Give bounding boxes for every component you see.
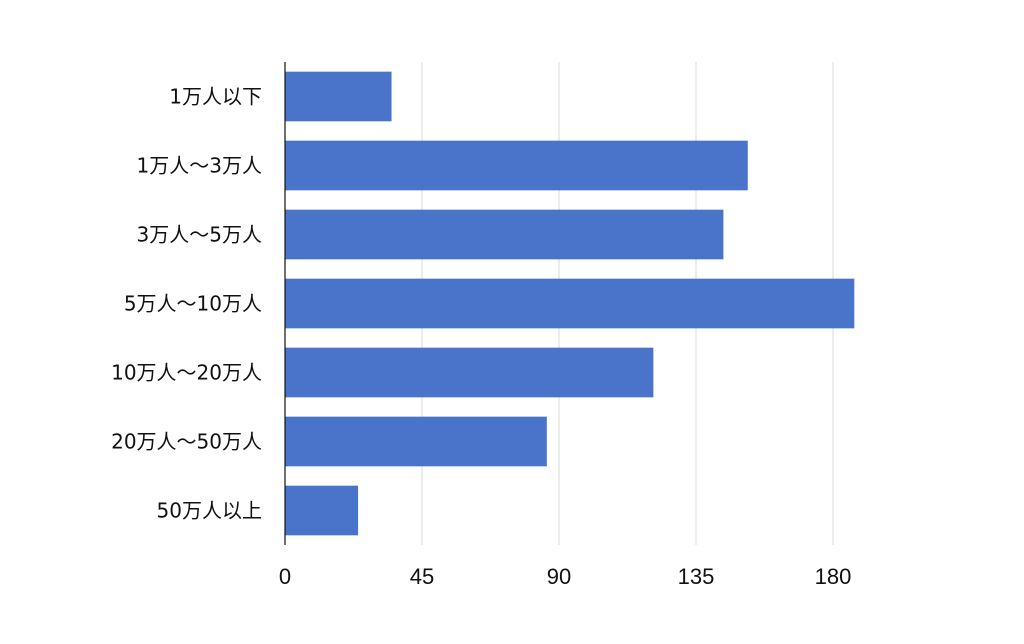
bar (285, 416, 547, 467)
category-label: 3万人～5万人 (137, 223, 262, 247)
bar (285, 278, 855, 329)
x-tick-label: 45 (410, 564, 434, 589)
x-tick-label: 135 (678, 564, 715, 589)
category-label: 5万人～10万人 (124, 292, 262, 316)
category-label: 1万人～3万人 (137, 154, 262, 178)
x-tick-labels: 0 45 90 135 180 (279, 564, 851, 589)
x-tick-label: 180 (815, 564, 852, 589)
x-tick-label: 0 (279, 564, 291, 589)
category-label: 1万人以下 (169, 85, 262, 109)
bar (285, 485, 359, 536)
bar (285, 209, 724, 260)
x-tick-label: 90 (547, 564, 571, 589)
bar (285, 140, 748, 191)
category-label: 50万人以上 (157, 499, 262, 523)
bars (285, 71, 855, 536)
bar (285, 71, 392, 122)
category-label: 20万人～50万人 (111, 430, 262, 454)
category-labels: 1万人以下 1万人～3万人 3万人～5万人 5万人～10万人 10万人～20万人 20万人… (111, 85, 262, 523)
bar (285, 347, 654, 398)
category-label: 10万人～20万人 (111, 361, 262, 385)
